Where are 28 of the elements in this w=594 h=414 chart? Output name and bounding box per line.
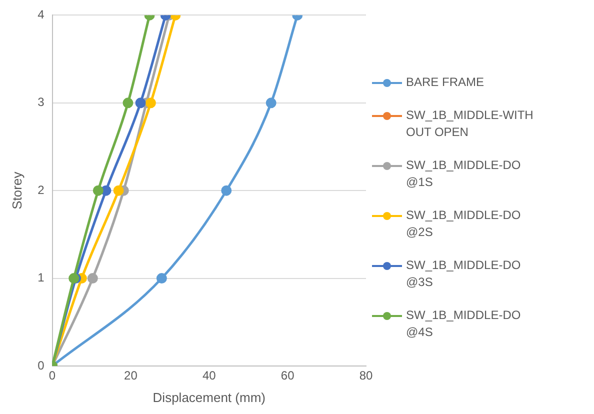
- point: [100, 185, 112, 196]
- legend-label: SW_1B_MIDDLE-WITH OUT OPEN: [406, 107, 534, 141]
- point: [135, 98, 146, 108]
- legend-label: SW_1B_MIDDLE-DO @3S: [406, 257, 522, 291]
- point: [145, 98, 156, 108]
- y-axis-title: Storey: [9, 171, 24, 210]
- legend-label: SW_1B_MIDDLE-DO @1S: [406, 157, 522, 191]
- point: [92, 185, 104, 196]
- legend-label: SW_1B_MIDDLE-DO @4S: [406, 307, 522, 341]
- point: [221, 185, 232, 196]
- point: [122, 98, 134, 108]
- x-tick-label: 80: [359, 368, 373, 383]
- x-tick-label: 40: [202, 368, 216, 383]
- legend-label: SW_1B_MIDDLE-DO @2S: [406, 207, 522, 241]
- legend-label: BARE FRAME: [406, 74, 484, 91]
- point: [156, 273, 167, 284]
- y-tick-label: 2: [38, 182, 45, 197]
- point: [266, 98, 276, 108]
- x-tick-label: 0: [48, 368, 56, 383]
- point: [113, 185, 124, 196]
- x-axis-title: Displacement (mm): [152, 390, 266, 405]
- y-tick-label: 4: [38, 8, 45, 22]
- y-tick-label: 0: [38, 358, 45, 372]
- y-tick-label: 1: [38, 270, 45, 285]
- x-tick-label: 20: [124, 368, 138, 383]
- y-tick-label: 3: [38, 95, 45, 110]
- point: [87, 273, 98, 284]
- x-tick-label: 60: [280, 368, 295, 383]
